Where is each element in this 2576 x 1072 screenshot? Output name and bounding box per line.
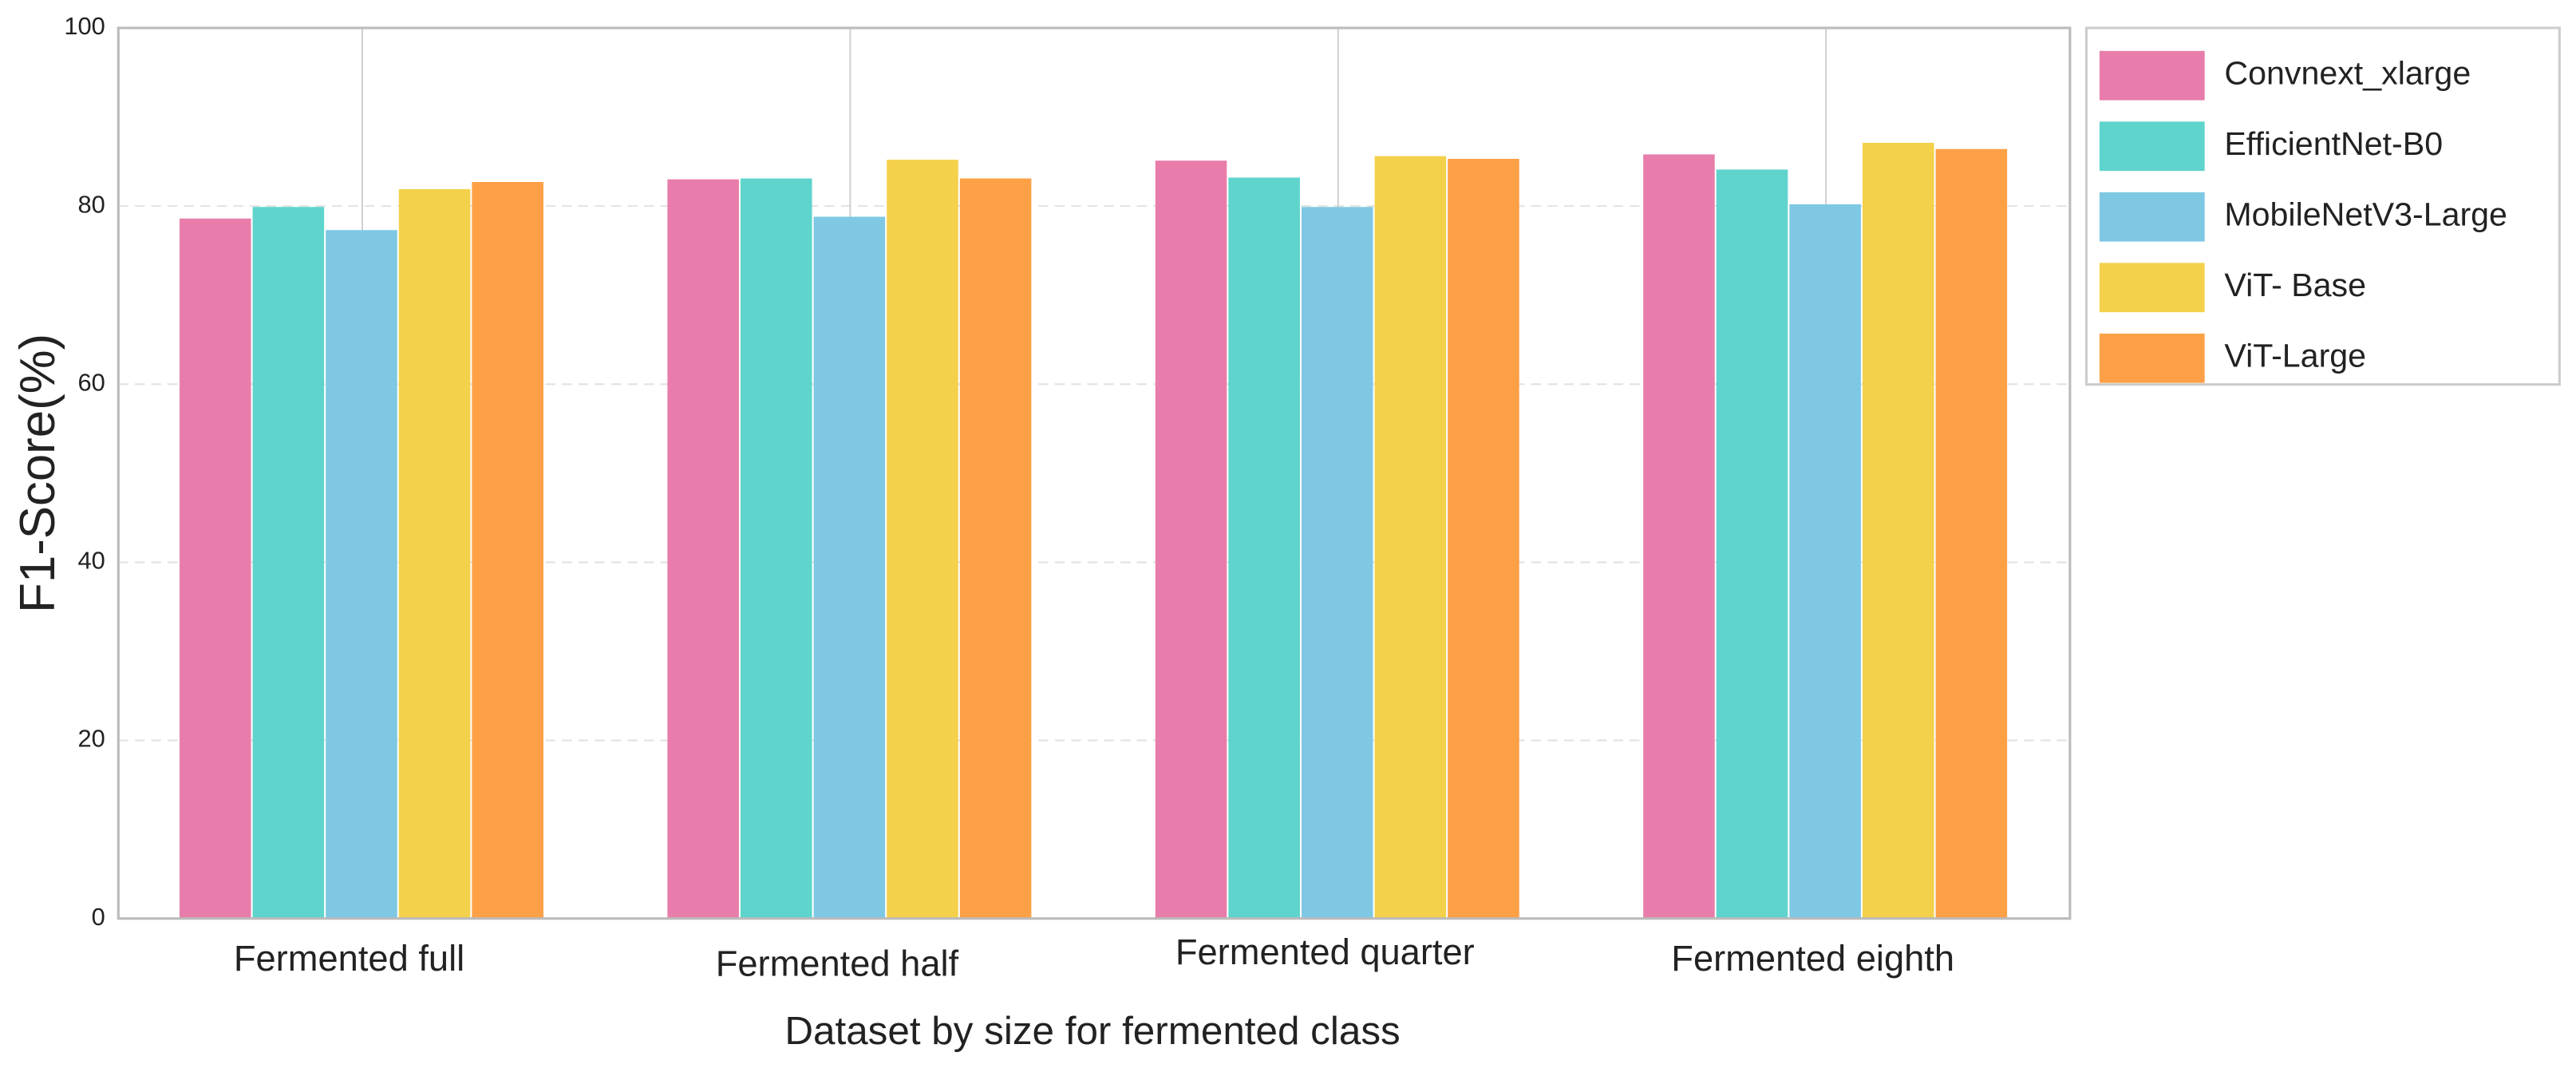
legend-label: EfficientNet-B0 [2224,125,2443,162]
bar [179,218,251,919]
y-tick-label: 40 [78,547,105,575]
plot-frame [117,26,2072,920]
y-tick-label: 80 [78,190,105,218]
x-tick-label: Fermented eighth [1671,938,1954,979]
bar [1862,142,1934,919]
legend-label: ViT-Large [2224,338,2366,374]
legend-swatch [2099,121,2205,172]
bars [179,142,2008,919]
bar [740,178,812,919]
bar [1374,156,1447,919]
legend: Convnext_xlarge EfficientNet-B0 MobileNetV… [2099,50,2507,383]
bar [252,207,325,919]
bar [1301,207,1373,919]
bar [398,188,471,919]
legend-swatch [2099,192,2205,242]
bar [1716,169,1788,919]
x-axis-label: Dataset by size for fermented class [784,1009,1400,1053]
y-tick-label: 0 [92,903,105,931]
y-tick-label: 20 [78,725,105,753]
bar [959,178,1032,919]
legend-swatch [2099,333,2205,383]
bar [326,230,397,919]
bar [472,182,543,919]
bar [1935,148,2008,919]
legend-swatch [2099,50,2205,101]
legend-swatch [2099,263,2205,313]
bar [1228,177,1300,919]
y-tick-label: 100 [64,12,105,40]
bar [1448,159,1519,919]
bar [813,216,886,919]
bar [1155,160,1227,919]
x-tick-label: Fermented half [716,943,959,983]
x-tick-label: Fermented full [234,938,464,979]
bar [887,160,958,919]
y-axis-label: F1-Score(%) [10,334,65,613]
legend-label: MobileNetV3-Large [2224,196,2507,233]
bar [1789,204,1861,919]
legend-label: ViT- Base [2224,267,2366,303]
x-tick-label: Fermented quarter [1175,932,1475,972]
y-tick-label: 60 [78,368,105,396]
bar [667,179,739,919]
bar [1643,154,1715,919]
legend-label: Convnext_xlarge [2224,55,2471,92]
